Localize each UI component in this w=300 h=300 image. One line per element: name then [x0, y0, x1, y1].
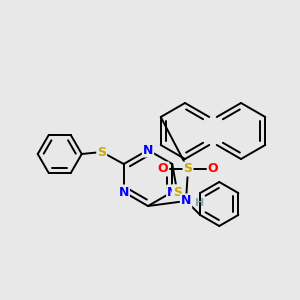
Text: N: N	[118, 185, 129, 199]
Text: S: S	[97, 146, 106, 158]
Text: N: N	[167, 185, 177, 199]
Text: N: N	[181, 194, 191, 208]
Text: H: H	[195, 198, 205, 208]
Text: N: N	[143, 143, 153, 157]
Text: O: O	[158, 163, 168, 176]
Text: O: O	[208, 163, 218, 176]
Text: S: S	[184, 163, 193, 176]
Text: S: S	[173, 185, 182, 199]
